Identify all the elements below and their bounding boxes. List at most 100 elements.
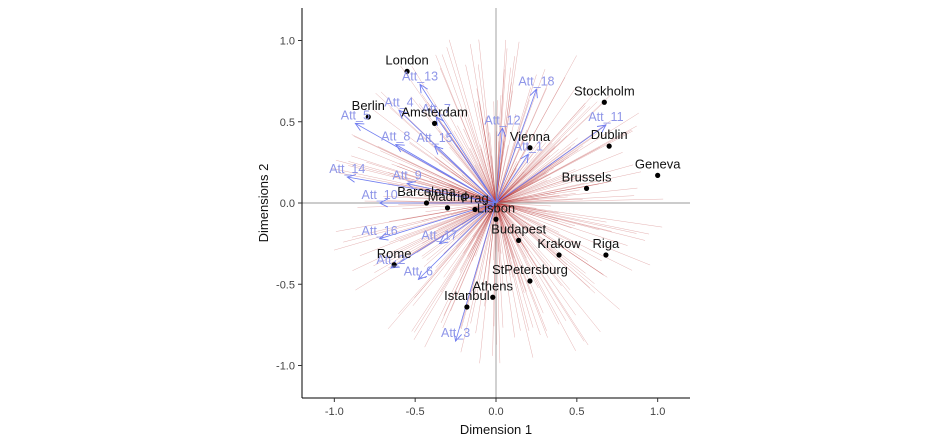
city-label-athens: Athens <box>473 278 514 293</box>
ray-line <box>495 88 547 204</box>
ray-line <box>495 202 601 333</box>
ray-line <box>495 167 517 204</box>
ray-line <box>495 202 576 316</box>
city-label-budapest: Budapest <box>491 221 546 236</box>
ray-line <box>495 202 576 351</box>
ray-line <box>495 202 589 262</box>
ray-line <box>465 64 497 204</box>
ray-line <box>495 198 664 204</box>
ray-line <box>389 202 497 222</box>
ray-line <box>495 202 608 278</box>
ray-line <box>495 202 534 358</box>
ray-line <box>482 202 497 284</box>
ray-line <box>495 41 520 204</box>
ray-line <box>495 187 638 204</box>
ray-line <box>495 168 554 204</box>
city-point-krakow <box>556 252 562 258</box>
ray-line <box>495 181 534 204</box>
attribute-arrow-att-14 <box>347 176 497 204</box>
ray-line <box>373 109 497 204</box>
y-axis-title: Dimensions 2 <box>256 164 271 243</box>
ray-line <box>461 174 497 204</box>
city-point-berlin <box>365 114 371 120</box>
arrowhead-icon <box>497 127 507 137</box>
ray-line <box>481 118 497 204</box>
ray-line <box>495 202 572 229</box>
city-label-rome: Rome <box>377 246 412 261</box>
ray-line <box>425 202 497 212</box>
ray-line <box>495 202 521 284</box>
city-point-stpetersburg <box>527 278 533 284</box>
ray-line <box>495 202 529 253</box>
city-label-lisbon: Lisbon <box>477 200 515 215</box>
ray-line <box>348 161 497 204</box>
ray-line <box>495 202 595 284</box>
ray-line <box>449 184 497 204</box>
ray-line <box>495 153 533 204</box>
ray-line <box>335 159 497 204</box>
ray-line <box>495 202 511 259</box>
city-label-vienna: Vienna <box>510 129 551 144</box>
ray-line <box>495 102 586 204</box>
ray-line <box>495 140 505 204</box>
ray-line <box>495 145 509 204</box>
ray-line <box>343 202 497 243</box>
ray-line <box>495 177 565 204</box>
ray-line <box>495 161 518 204</box>
ray-line <box>495 202 501 271</box>
ray-line <box>495 202 547 331</box>
ray-line <box>495 141 500 204</box>
ray-line <box>495 160 543 204</box>
ray-line <box>440 202 497 324</box>
ray-line <box>495 202 612 232</box>
ray-line <box>495 163 519 204</box>
city-label-riga: Riga <box>593 236 621 251</box>
city-point-vienna <box>527 145 533 151</box>
ray-line <box>495 55 577 204</box>
city-label-istanbul: Istanbul <box>444 288 490 303</box>
ray-line <box>495 39 507 204</box>
city-point-amsterdam <box>431 120 438 126</box>
ray-line <box>495 202 527 292</box>
ray-line <box>495 69 505 204</box>
ray-line <box>429 179 497 204</box>
ray-line <box>421 202 497 221</box>
ray-line <box>495 202 600 231</box>
ray-line <box>495 202 514 278</box>
ray-line <box>419 103 497 204</box>
attribute-arrow-att-11 <box>495 124 607 204</box>
ray-line <box>423 195 497 204</box>
ray-line <box>414 202 497 299</box>
attribute-arrow-att-9 <box>406 183 497 204</box>
ray-line <box>442 202 497 329</box>
attribute-label-att-10: Att_10 <box>362 188 398 202</box>
ray-line <box>495 94 594 204</box>
ray-line <box>495 95 611 204</box>
ray-line <box>495 202 502 254</box>
attribute-label-att-11: Att_11 <box>588 110 623 124</box>
ray-line <box>495 149 559 204</box>
city-points <box>365 68 661 310</box>
arrowhead-icon <box>453 332 462 343</box>
city-label-stockholm: Stockholm <box>574 83 635 98</box>
ray-line <box>495 196 568 204</box>
ray-line <box>495 202 544 314</box>
ray-line <box>423 202 497 233</box>
ray-line <box>495 150 542 204</box>
ray-line <box>395 202 497 239</box>
ray-line <box>445 109 497 204</box>
ray-line <box>495 202 539 289</box>
attribute-label-att-6: Att_6 <box>404 264 433 278</box>
ray-line <box>495 202 591 289</box>
ray-line <box>495 202 607 223</box>
attribute-arrow-att-8 <box>395 144 497 204</box>
ray-line <box>366 161 497 204</box>
ray-line <box>495 136 547 204</box>
ray-line <box>438 130 497 204</box>
ray-line <box>479 202 497 364</box>
ray-line <box>380 150 497 204</box>
city-point-istanbul <box>464 304 470 310</box>
ray-line <box>495 125 637 204</box>
ray-line <box>495 168 576 204</box>
y-tick-label: -0.5 <box>276 279 295 291</box>
